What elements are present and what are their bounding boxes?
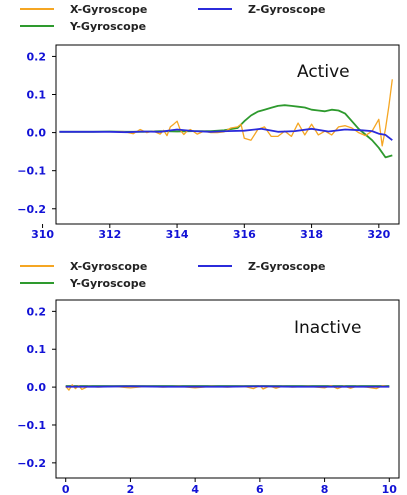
x-tick-label: 310 <box>31 228 54 241</box>
y-tick-label: 0.0 <box>27 127 47 140</box>
y-tick-label: −0.1 <box>17 165 46 178</box>
legend-label: Z-Gyroscope <box>248 3 326 16</box>
x-tick-label: 312 <box>98 228 121 241</box>
x-tick-label: 318 <box>300 228 323 241</box>
legend-label: X-Gyroscope <box>70 260 147 273</box>
y-tick-label: 0.1 <box>27 89 47 102</box>
inactive-chart: 0.2 0.1 0.0 −0.1 −0.2 0 2 4 6 8 10 Inactive X-Gyrosc… <box>17 260 400 495</box>
x-tick-label: 320 <box>367 228 390 241</box>
x-tick-label: 316 <box>233 228 256 241</box>
y-tick-label: 0.1 <box>27 343 47 356</box>
legend-label: Y-Gyroscope <box>69 20 146 33</box>
annotation-text: Active <box>297 62 350 82</box>
z-gyroscope-line <box>59 127 393 141</box>
legend-label: X-Gyroscope <box>70 3 147 16</box>
x-tick-label: 4 <box>191 483 199 495</box>
x-tick-label: 10 <box>382 483 398 495</box>
plot-frame <box>55 44 400 225</box>
x-tick-label: 0 <box>62 483 70 495</box>
y-tick-label: 0.2 <box>27 50 47 63</box>
y-tick-label: −0.2 <box>17 457 46 470</box>
annotation-text: Inactive <box>294 318 361 338</box>
active-chart: 0.2 0.1 0.0 −0.1 −0.2 310 312 314 316 318 320 Activ… <box>17 3 400 241</box>
x-tick-label: 2 <box>127 483 135 495</box>
plot-frame <box>55 299 400 479</box>
y-tick-label: 0.0 <box>27 381 47 394</box>
y-tick-label: −0.2 <box>17 203 46 216</box>
legend-label: Y-Gyroscope <box>69 277 146 290</box>
x-tick-label: 8 <box>321 483 329 495</box>
legend-label: Z-Gyroscope <box>248 260 326 273</box>
x-tick-label: 6 <box>256 483 264 495</box>
y-tick-label: −0.1 <box>17 419 46 432</box>
y-tick-label: 0.2 <box>27 305 47 318</box>
x-tick-label: 314 <box>166 228 189 241</box>
